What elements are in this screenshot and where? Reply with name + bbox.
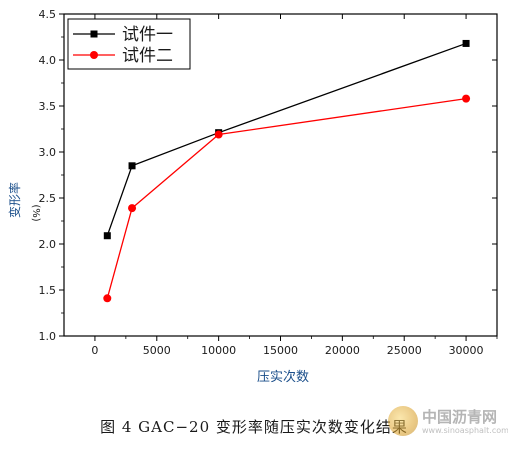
y-axis-unit: (%) bbox=[30, 204, 41, 221]
x-tick-label: 30000 bbox=[449, 344, 484, 357]
legend-label: 试件一 bbox=[122, 25, 173, 45]
x-tick-label: 15000 bbox=[263, 344, 298, 357]
y-tick-label: 1.0 bbox=[39, 330, 57, 343]
y-tick-label: 4.5 bbox=[39, 8, 57, 21]
data-point-marker bbox=[103, 232, 111, 240]
y-tick-label: 4.0 bbox=[39, 54, 57, 67]
series-line bbox=[106, 42, 467, 236]
data-point-marker bbox=[103, 294, 112, 303]
watermark-title: 中国沥青网 bbox=[422, 408, 498, 426]
watermark: 中国沥青网 www.sinoasphalt.com bbox=[388, 402, 508, 442]
y-axis-label: 变形率 bbox=[7, 182, 22, 218]
data-point-marker bbox=[462, 39, 470, 47]
series-line bbox=[106, 97, 467, 299]
ticks: 0 5000 10000 15000 20000 25000 30000 1.0 1.5 2.0 2… bbox=[39, 8, 498, 357]
x-tick-label: 0 bbox=[91, 344, 98, 357]
x-axis-label: 压实次数 bbox=[257, 369, 309, 385]
y-tick-label: 3.5 bbox=[39, 100, 57, 113]
legend-box bbox=[67, 18, 191, 70]
data-point-marker bbox=[214, 130, 223, 139]
data-point-marker bbox=[128, 204, 137, 213]
x-tick-label: 10000 bbox=[201, 344, 236, 357]
x-tick-label: 5000 bbox=[143, 344, 171, 357]
watermark-logo-icon bbox=[388, 406, 418, 436]
legend-marker bbox=[90, 51, 98, 59]
legend-marker bbox=[90, 30, 98, 38]
y-tick-label: 3.0 bbox=[39, 146, 57, 159]
data-point-marker bbox=[128, 162, 136, 170]
series-2 bbox=[103, 94, 471, 303]
series bbox=[103, 39, 471, 303]
watermark-url: www.sinoasphalt.com bbox=[422, 426, 508, 435]
y-tick-label: 2.5 bbox=[39, 192, 57, 205]
data-point-marker bbox=[462, 94, 471, 103]
legend-label: 试件二 bbox=[122, 46, 173, 66]
x-tick-label: 20000 bbox=[325, 344, 360, 357]
y-tick-label: 2.0 bbox=[39, 238, 57, 251]
series-1 bbox=[103, 39, 470, 240]
figure-caption: 图 4 GAC−20 变形率随压实次数变化结果 bbox=[100, 418, 408, 436]
x-tick-label: 25000 bbox=[387, 344, 422, 357]
y-tick-label: 1.5 bbox=[39, 284, 57, 297]
